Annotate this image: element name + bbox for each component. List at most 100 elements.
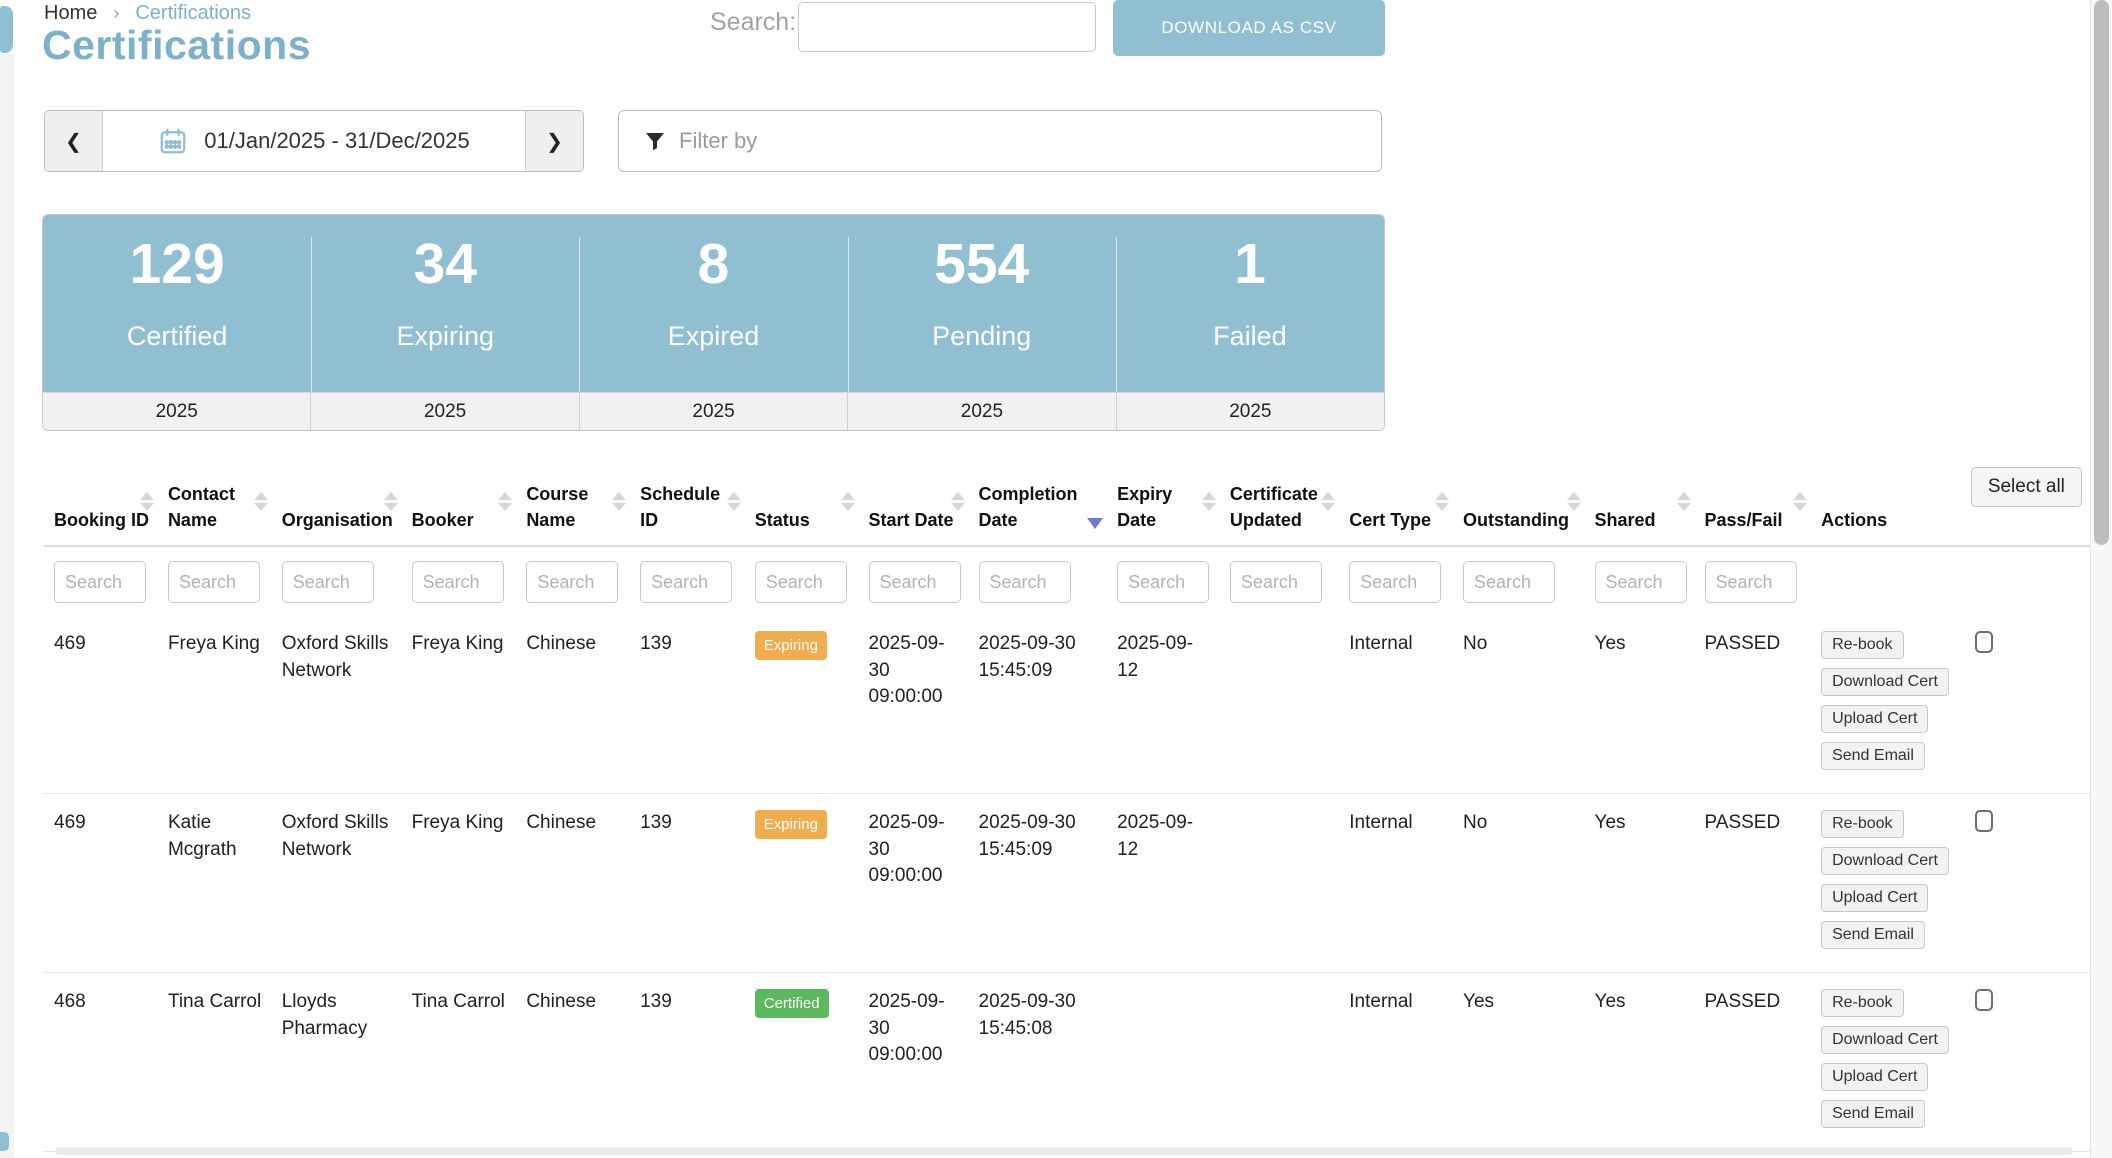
stat-card-expired[interactable]: 8 Expired <box>579 215 847 392</box>
col-header-schedule_id[interactable]: Schedule ID <box>630 467 745 547</box>
global-search-input[interactable] <box>798 2 1096 52</box>
stat-label: Expiring <box>396 321 495 351</box>
download-cert-button[interactable]: Download Cert <box>1821 1026 1949 1054</box>
send-email-button[interactable]: Send Email <box>1821 742 1925 770</box>
col-header-start_date[interactable]: Start Date <box>858 467 969 547</box>
date-range-picker: ❮ 01/Jan/2025 - 31/Dec/2025 ❯ <box>44 110 584 172</box>
search-status-input[interactable] <box>754 561 847 603</box>
sidebar-toggle-tab[interactable] <box>0 6 13 53</box>
search-certificate_updated-input[interactable] <box>1229 561 1322 603</box>
sort-icon <box>726 492 741 511</box>
col-header-pass_fail[interactable]: Pass/Fail <box>1694 467 1812 547</box>
stat-label: Certified <box>126 321 228 351</box>
breadcrumb-home-link[interactable]: Home <box>44 2 98 24</box>
sort-icon <box>253 492 268 511</box>
search-booker-input[interactable] <box>411 561 504 603</box>
search-organisation-input[interactable] <box>281 561 374 603</box>
stat-card-expiring[interactable]: 34 Expiring <box>311 215 579 392</box>
filter-box <box>618 110 1382 172</box>
filter-funnel-icon <box>646 133 664 151</box>
search-course_name-input[interactable] <box>526 561 619 603</box>
date-next-button[interactable]: ❯ <box>525 111 583 171</box>
download-cert-button[interactable]: Download Cert <box>1821 668 1949 696</box>
filter-by-input[interactable] <box>679 128 1381 154</box>
search-expiry_date-input[interactable] <box>1117 561 1210 603</box>
search-start_date-input[interactable] <box>868 561 961 603</box>
stat-card-certified[interactable]: 129 Certified <box>43 215 311 392</box>
search-contact_name-input[interactable] <box>167 561 260 603</box>
col-header-label: Pass/Fail <box>1704 509 1783 530</box>
upload-cert-button[interactable]: Upload Cert <box>1821 705 1929 733</box>
certifications-table: Booking ID Contact Name Organisation Booker… <box>44 467 2090 1158</box>
vertical-scrollbar-thumb[interactable] <box>2094 0 2109 545</box>
search-outstanding-input[interactable] <box>1463 561 1556 603</box>
download-csv-button[interactable]: DOWNLOAD AS CSV <box>1113 0 1385 56</box>
sidebar-toggle-tab-bottom[interactable] <box>0 1132 9 1151</box>
row-checkbox[interactable] <box>1974 631 1993 653</box>
col-header-select: Select all <box>1960 467 2090 547</box>
breadcrumb: Home › Certifications <box>44 2 251 25</box>
cell-start_date: 2025-09-30 09:00:00 <box>868 812 945 887</box>
col-header-contact_name[interactable]: Contact Name <box>157 467 272 547</box>
cell-expiry_date <box>1107 973 1220 1152</box>
search-cell-course_name <box>516 546 630 615</box>
stat-card-failed[interactable]: 1 Failed <box>1115 215 1384 392</box>
search-cell-booking_id <box>44 546 158 615</box>
send-email-button[interactable]: Send Email <box>1821 1100 1925 1128</box>
search-cell-contact_name <box>158 546 272 615</box>
col-header-booker[interactable]: Booker <box>401 467 517 547</box>
col-header-expiry_date[interactable]: Expiry Date <box>1107 467 1220 547</box>
status-badge: Certified <box>754 989 829 1018</box>
cell-course_name: Chinese <box>526 812 597 833</box>
select-all-button[interactable]: Select all <box>1970 467 2082 507</box>
col-header-course_name[interactable]: Course Name <box>516 467 631 547</box>
topbar: Home › Certifications Certifications Searc… <box>0 0 2090 80</box>
cell-status: Certified <box>745 973 859 1152</box>
search-completion_date-input[interactable] <box>978 561 1071 603</box>
col-header-label: Booker <box>411 509 474 530</box>
sort-icon <box>1201 492 1216 511</box>
date-range-display[interactable]: 01/Jan/2025 - 31/Dec/2025 <box>103 111 525 171</box>
row-checkbox[interactable] <box>1974 989 1993 1011</box>
search-booking_id-input[interactable] <box>54 561 146 603</box>
search-schedule_id-input[interactable] <box>640 561 733 603</box>
cell-pass_fail: PASSED <box>1704 812 1781 833</box>
col-header-completion_date[interactable]: Completion Date <box>968 467 1108 547</box>
cell-booking_id: 469 <box>54 633 86 654</box>
download-cert-button[interactable]: Download Cert <box>1821 847 1949 875</box>
re-book-button[interactable]: Re-book <box>1821 989 1904 1017</box>
search-shared-input[interactable] <box>1594 561 1687 603</box>
search-cert_type-input[interactable] <box>1349 561 1442 603</box>
search-pass_fail-input[interactable] <box>1704 561 1797 603</box>
stat-card-pending[interactable]: 554 Pending <box>847 215 1116 392</box>
re-book-button[interactable]: Re-book <box>1821 631 1904 659</box>
col-header-status[interactable]: Status <box>744 467 859 547</box>
row-checkbox[interactable] <box>1974 810 1993 832</box>
upload-cert-button[interactable]: Upload Cert <box>1821 884 1929 912</box>
search-cell-expiry_date <box>1107 546 1220 615</box>
col-header-label: Certificate Updated <box>1229 483 1318 530</box>
col-header-booking_id[interactable]: Booking ID <box>44 467 158 547</box>
col-header-cert_type[interactable]: Cert Type <box>1339 467 1454 547</box>
col-header-outstanding[interactable]: Outstanding <box>1453 467 1585 547</box>
vertical-scrollbar[interactable] <box>2090 0 2112 1158</box>
send-email-button[interactable]: Send Email <box>1821 921 1925 949</box>
col-header-certificate_updated[interactable]: Certificate Updated <box>1219 467 1340 547</box>
col-header-shared[interactable]: Shared <box>1584 467 1695 547</box>
cell-booking_id: 469 <box>54 812 86 833</box>
upload-cert-button[interactable]: Upload Cert <box>1821 1063 1929 1091</box>
col-header-label: Shared <box>1594 509 1656 530</box>
sort-icon <box>1321 492 1336 511</box>
cell-course_name: Chinese <box>526 633 597 654</box>
re-book-button[interactable]: Re-book <box>1821 810 1904 838</box>
stat-value: 554 <box>934 232 1030 296</box>
date-prev-button[interactable]: ❮ <box>45 111 103 171</box>
col-header-organisation[interactable]: Organisation <box>271 467 402 547</box>
cell-contact_name: Katie Mcgrath <box>167 812 237 860</box>
col-header-label: Start Date <box>868 509 954 530</box>
search-cell-outstanding <box>1453 546 1585 615</box>
horizontal-scrollbar[interactable] <box>55 1147 2073 1155</box>
cell-schedule_id: 139 <box>640 991 672 1012</box>
cell-certificate_updated <box>1220 794 1339 973</box>
cell-pass_fail: PASSED <box>1704 633 1781 654</box>
